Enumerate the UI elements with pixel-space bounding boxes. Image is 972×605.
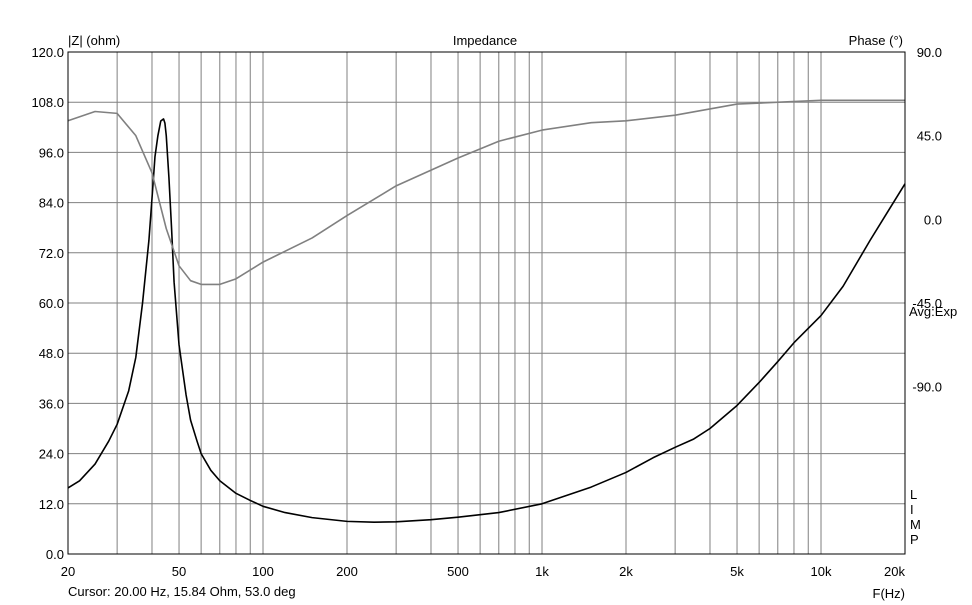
y2-axis-label: Phase (°) xyxy=(849,33,903,48)
plot-frame xyxy=(67,51,906,555)
x-axis-label: F(Hz) xyxy=(873,586,906,601)
impedance-magnitude-line xyxy=(67,118,906,524)
impedance-phase-line xyxy=(67,99,905,286)
limp-letter-p: P xyxy=(910,532,919,547)
y-tick-label: 12.0 xyxy=(39,497,64,512)
y-tick-label: 0.0 xyxy=(46,547,64,562)
y-tick-label: 72.0 xyxy=(39,246,64,261)
cursor-readout: Cursor: 20.00 Hz, 15.84 Ohm, 53.0 deg xyxy=(68,584,296,599)
grid xyxy=(68,52,905,554)
limp-letter-m: M xyxy=(910,517,921,532)
limp-letter-l: L xyxy=(910,487,917,502)
y-tick-label: 108.0 xyxy=(31,95,64,110)
limp-letter-i: I xyxy=(910,502,914,517)
x-tick-label: 20k xyxy=(884,564,905,579)
y-tick-label: 120.0 xyxy=(31,45,64,60)
y-tick-label: 60.0 xyxy=(39,296,64,311)
x-tick-label: 50 xyxy=(172,564,186,579)
x-tick-label: 200 xyxy=(336,564,358,579)
x-tick-label: 100 xyxy=(252,564,274,579)
x-tick-label: 20 xyxy=(61,564,75,579)
y-tick-label: 48.0 xyxy=(39,346,64,361)
x-tick-label: 1k xyxy=(535,564,549,579)
label-layer: |Z| (ohm) Impedance Phase (°) F(Hz) Avg:… xyxy=(31,33,957,601)
avg-exp-label: Avg:Exp xyxy=(909,304,957,319)
y2-tick-label: 90.0 xyxy=(917,45,942,60)
y2-tick-label: -45.0 xyxy=(912,296,942,311)
y-axis-label: |Z| (ohm) xyxy=(68,33,120,48)
y-tick-label: 84.0 xyxy=(39,196,64,211)
x-tick-label: 10k xyxy=(811,564,832,579)
y2-tick-label: 0.0 xyxy=(924,212,942,227)
y-tick-label: 36.0 xyxy=(39,396,64,411)
chart-title: Impedance xyxy=(453,33,517,48)
y-tick-label: 96.0 xyxy=(39,145,64,160)
series-layer xyxy=(67,99,906,524)
y2-tick-label: -90.0 xyxy=(912,380,942,395)
y2-tick-label: 45.0 xyxy=(917,129,942,144)
x-tick-label: 5k xyxy=(730,564,744,579)
y-tick-label: 24.0 xyxy=(39,447,64,462)
x-tick-label: 500 xyxy=(447,564,469,579)
x-tick-label: 2k xyxy=(619,564,633,579)
